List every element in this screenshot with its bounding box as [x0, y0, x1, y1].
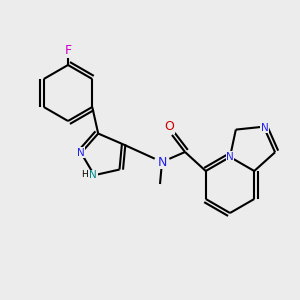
- Text: F: F: [64, 44, 72, 58]
- Text: O: O: [164, 121, 174, 134]
- Text: H: H: [81, 170, 88, 179]
- Text: N: N: [77, 148, 85, 158]
- Text: N: N: [226, 152, 234, 162]
- Text: N: N: [89, 170, 97, 180]
- Text: N: N: [261, 123, 268, 133]
- Text: N: N: [157, 155, 167, 169]
